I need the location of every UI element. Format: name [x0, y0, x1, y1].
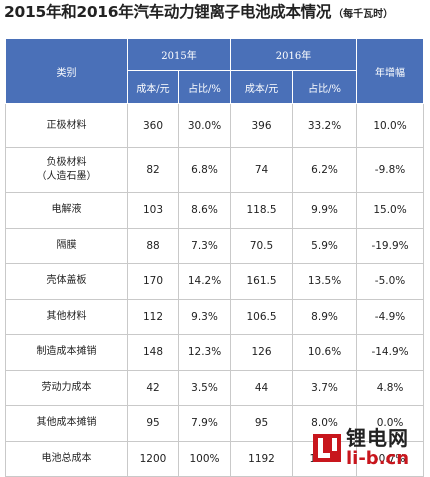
cell-share-2015: 14.2%	[177, 263, 232, 300]
cell-share-2016: 5.9%	[292, 227, 358, 264]
cell-share-2015: 3.5%	[177, 369, 232, 406]
row-category: 负极材料 （人造石墨）	[5, 147, 128, 193]
cell-share-2015: 6.8%	[177, 147, 232, 193]
cell-cost-2015: 360	[127, 103, 179, 148]
li-logo-icon	[312, 433, 342, 463]
cell-cost-2016: 161.5	[230, 263, 294, 300]
header-share-2016: 占比/%	[292, 70, 358, 104]
cell-share-2015: 8.6%	[177, 192, 232, 229]
cell-cost-2015: 103	[127, 192, 179, 229]
row-category: 制造成本摊销	[5, 334, 128, 371]
cell-cost-2015: 95	[127, 405, 179, 442]
cell-share-2016: 10.6%	[292, 334, 358, 371]
cell-cost-2016: 126	[230, 334, 294, 371]
cell-growth: 4.8%	[356, 369, 425, 406]
cell-cost-2016: 74	[230, 147, 294, 193]
row-category: 壳体盖板	[5, 263, 128, 300]
cell-cost-2015: 88	[127, 227, 179, 264]
cell-share-2015: 7.9%	[177, 405, 232, 442]
watermark-en: li-b.cn	[346, 447, 410, 469]
page-title: 2015年和2016年汽车动力锂离子电池成本情况 （每千瓦时）	[4, 0, 393, 28]
cell-share-2016: 6.2%	[292, 147, 358, 193]
table-body: 正极材料 360 30.0% 396 33.2% 10.0% 负极材料 （人造石墨） 82 6.8…	[5, 103, 425, 477]
cell-growth: -9.8%	[356, 147, 425, 193]
cell-share-2016: 33.2%	[292, 103, 358, 148]
header-year-2016: 2016年	[230, 38, 358, 71]
cell-cost-2015: 42	[127, 369, 179, 406]
table-row: 其他材料 112 9.3% 106.5 8.9% -4.9%	[5, 298, 425, 335]
table-row: 电解液 103 8.6% 118.5 9.9% 15.0%	[5, 192, 425, 229]
header-cost-2016: 成本/元	[230, 70, 294, 104]
table-row: 壳体盖板 170 14.2% 161.5 13.5% -5.0%	[5, 263, 425, 300]
header-share-2015: 占比/%	[177, 70, 232, 104]
title-main: 2015年和2016年汽车动力锂离子电池成本情况	[4, 3, 332, 21]
row-category: 其他成本摊销	[5, 405, 128, 442]
cell-growth: -14.9%	[356, 334, 425, 371]
cell-cost-2016: 95	[230, 405, 294, 442]
cell-cost-2015: 148	[127, 334, 179, 371]
watermark-cn: 锂电网	[346, 425, 409, 450]
cell-share-2015: 30.0%	[177, 103, 232, 148]
table-row: 负极材料 （人造石墨） 82 6.8% 74 6.2% -9.8%	[5, 147, 425, 193]
row-category: 隔膜	[5, 227, 128, 264]
cell-growth: -4.9%	[356, 298, 425, 335]
cell-cost-2016: 106.5	[230, 298, 294, 335]
cell-cost-2015: 170	[127, 263, 179, 300]
cell-cost-2016: 396	[230, 103, 294, 148]
header-category: 类别	[5, 38, 128, 104]
cell-share-2015: 9.3%	[177, 298, 232, 335]
watermark-logo: 锂电网 li-b.cn	[312, 424, 430, 471]
cell-share-2015: 7.3%	[177, 227, 232, 264]
header-year-2015: 2015年	[126, 38, 232, 71]
cost-table: 类别 2015年 2016年 年增幅 成本/元 占比/% 成本/元 占比/% 正…	[5, 38, 425, 477]
cell-growth: 15.0%	[356, 192, 425, 229]
header-cost-2015: 成本/元	[127, 70, 179, 104]
row-category: 正极材料	[5, 103, 128, 148]
row-category: 劳动力成本	[5, 369, 128, 406]
table-row: 其他成本摊销 95 7.9% 95 8.0% 0.0%	[5, 405, 425, 442]
cell-growth: 0.0%	[356, 405, 425, 442]
cell-cost-2016: 1192	[230, 440, 294, 477]
row-category: 电池总成本	[5, 440, 128, 477]
cell-cost-2015: 1200	[127, 440, 179, 477]
cell-growth: -5.0%	[356, 263, 425, 300]
cell-cost-2016: 118.5	[230, 192, 294, 229]
cell-share-2015: 12.3%	[177, 334, 232, 371]
cell-share-2016: 8.9%	[292, 298, 358, 335]
cell-cost-2016: 70.5	[230, 227, 294, 264]
row-category: 电解液	[5, 192, 128, 229]
table-row: 劳动力成本 42 3.5% 44 3.7% 4.8%	[5, 369, 425, 406]
cell-share-2016: 9.9%	[292, 192, 358, 229]
cell-cost-2016: 44	[230, 369, 294, 406]
cell-share-2016: 13.5%	[292, 263, 358, 300]
table-row: 制造成本摊销 148 12.3% 126 10.6% -14.9%	[5, 334, 425, 371]
table-row: 正极材料 360 30.0% 396 33.2% 10.0%	[5, 103, 425, 148]
cell-cost-2015: 112	[127, 298, 179, 335]
cell-share-2015: 100%	[177, 440, 232, 477]
title-unit: （每千瓦时）	[333, 9, 394, 20]
cell-share-2016: 8.0%	[292, 405, 358, 442]
cell-growth: 10.0%	[356, 103, 425, 148]
cell-growth: -19.9%	[356, 227, 425, 264]
row-category: 其他材料	[5, 298, 128, 335]
cell-cost-2015: 82	[127, 147, 179, 193]
cell-share-2016: 3.7%	[292, 369, 358, 406]
header-growth: 年增幅	[356, 38, 425, 104]
table-row: 隔膜 88 7.3% 70.5 5.9% -19.9%	[5, 227, 425, 264]
